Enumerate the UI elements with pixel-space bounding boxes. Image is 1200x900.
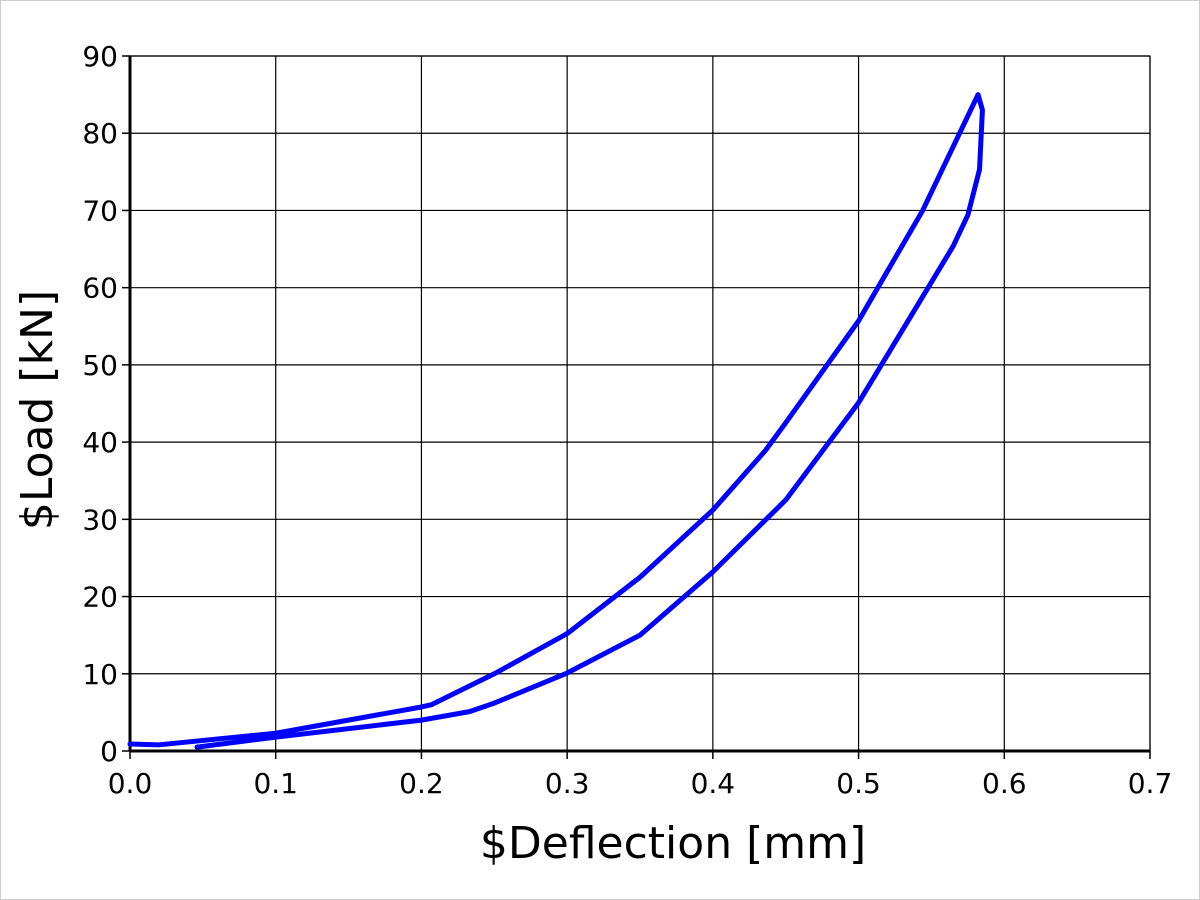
y-tick-label: 20: [82, 581, 118, 614]
x-tick-label: 0.2: [399, 767, 444, 800]
y-tick-label: 10: [82, 658, 118, 691]
y-tick-label: 70: [82, 194, 118, 227]
x-tick-label: 0.5: [836, 767, 881, 800]
x-tick-label: 0.1: [253, 767, 298, 800]
x-tick-label: 0.7: [1128, 767, 1173, 800]
x-tick-label: 0.0: [108, 767, 153, 800]
y-tick-label: 50: [82, 349, 118, 382]
y-tick-label: 40: [82, 426, 118, 459]
y-tick-label: 80: [82, 117, 118, 150]
y-axis-label: $Load [kN]: [12, 290, 63, 530]
x-tick-label: 0.6: [982, 767, 1027, 800]
y-tick-label: 30: [82, 503, 118, 536]
y-tick-label: 90: [82, 40, 118, 73]
x-tick-label: 0.4: [691, 767, 736, 800]
x-axis-label: $Deflection [mm]: [480, 818, 866, 869]
x-tick-label: 0.3: [545, 767, 590, 800]
y-tick-label: 0: [100, 735, 118, 768]
data-line: [127, 92, 985, 750]
y-tick-label: 60: [82, 272, 118, 305]
